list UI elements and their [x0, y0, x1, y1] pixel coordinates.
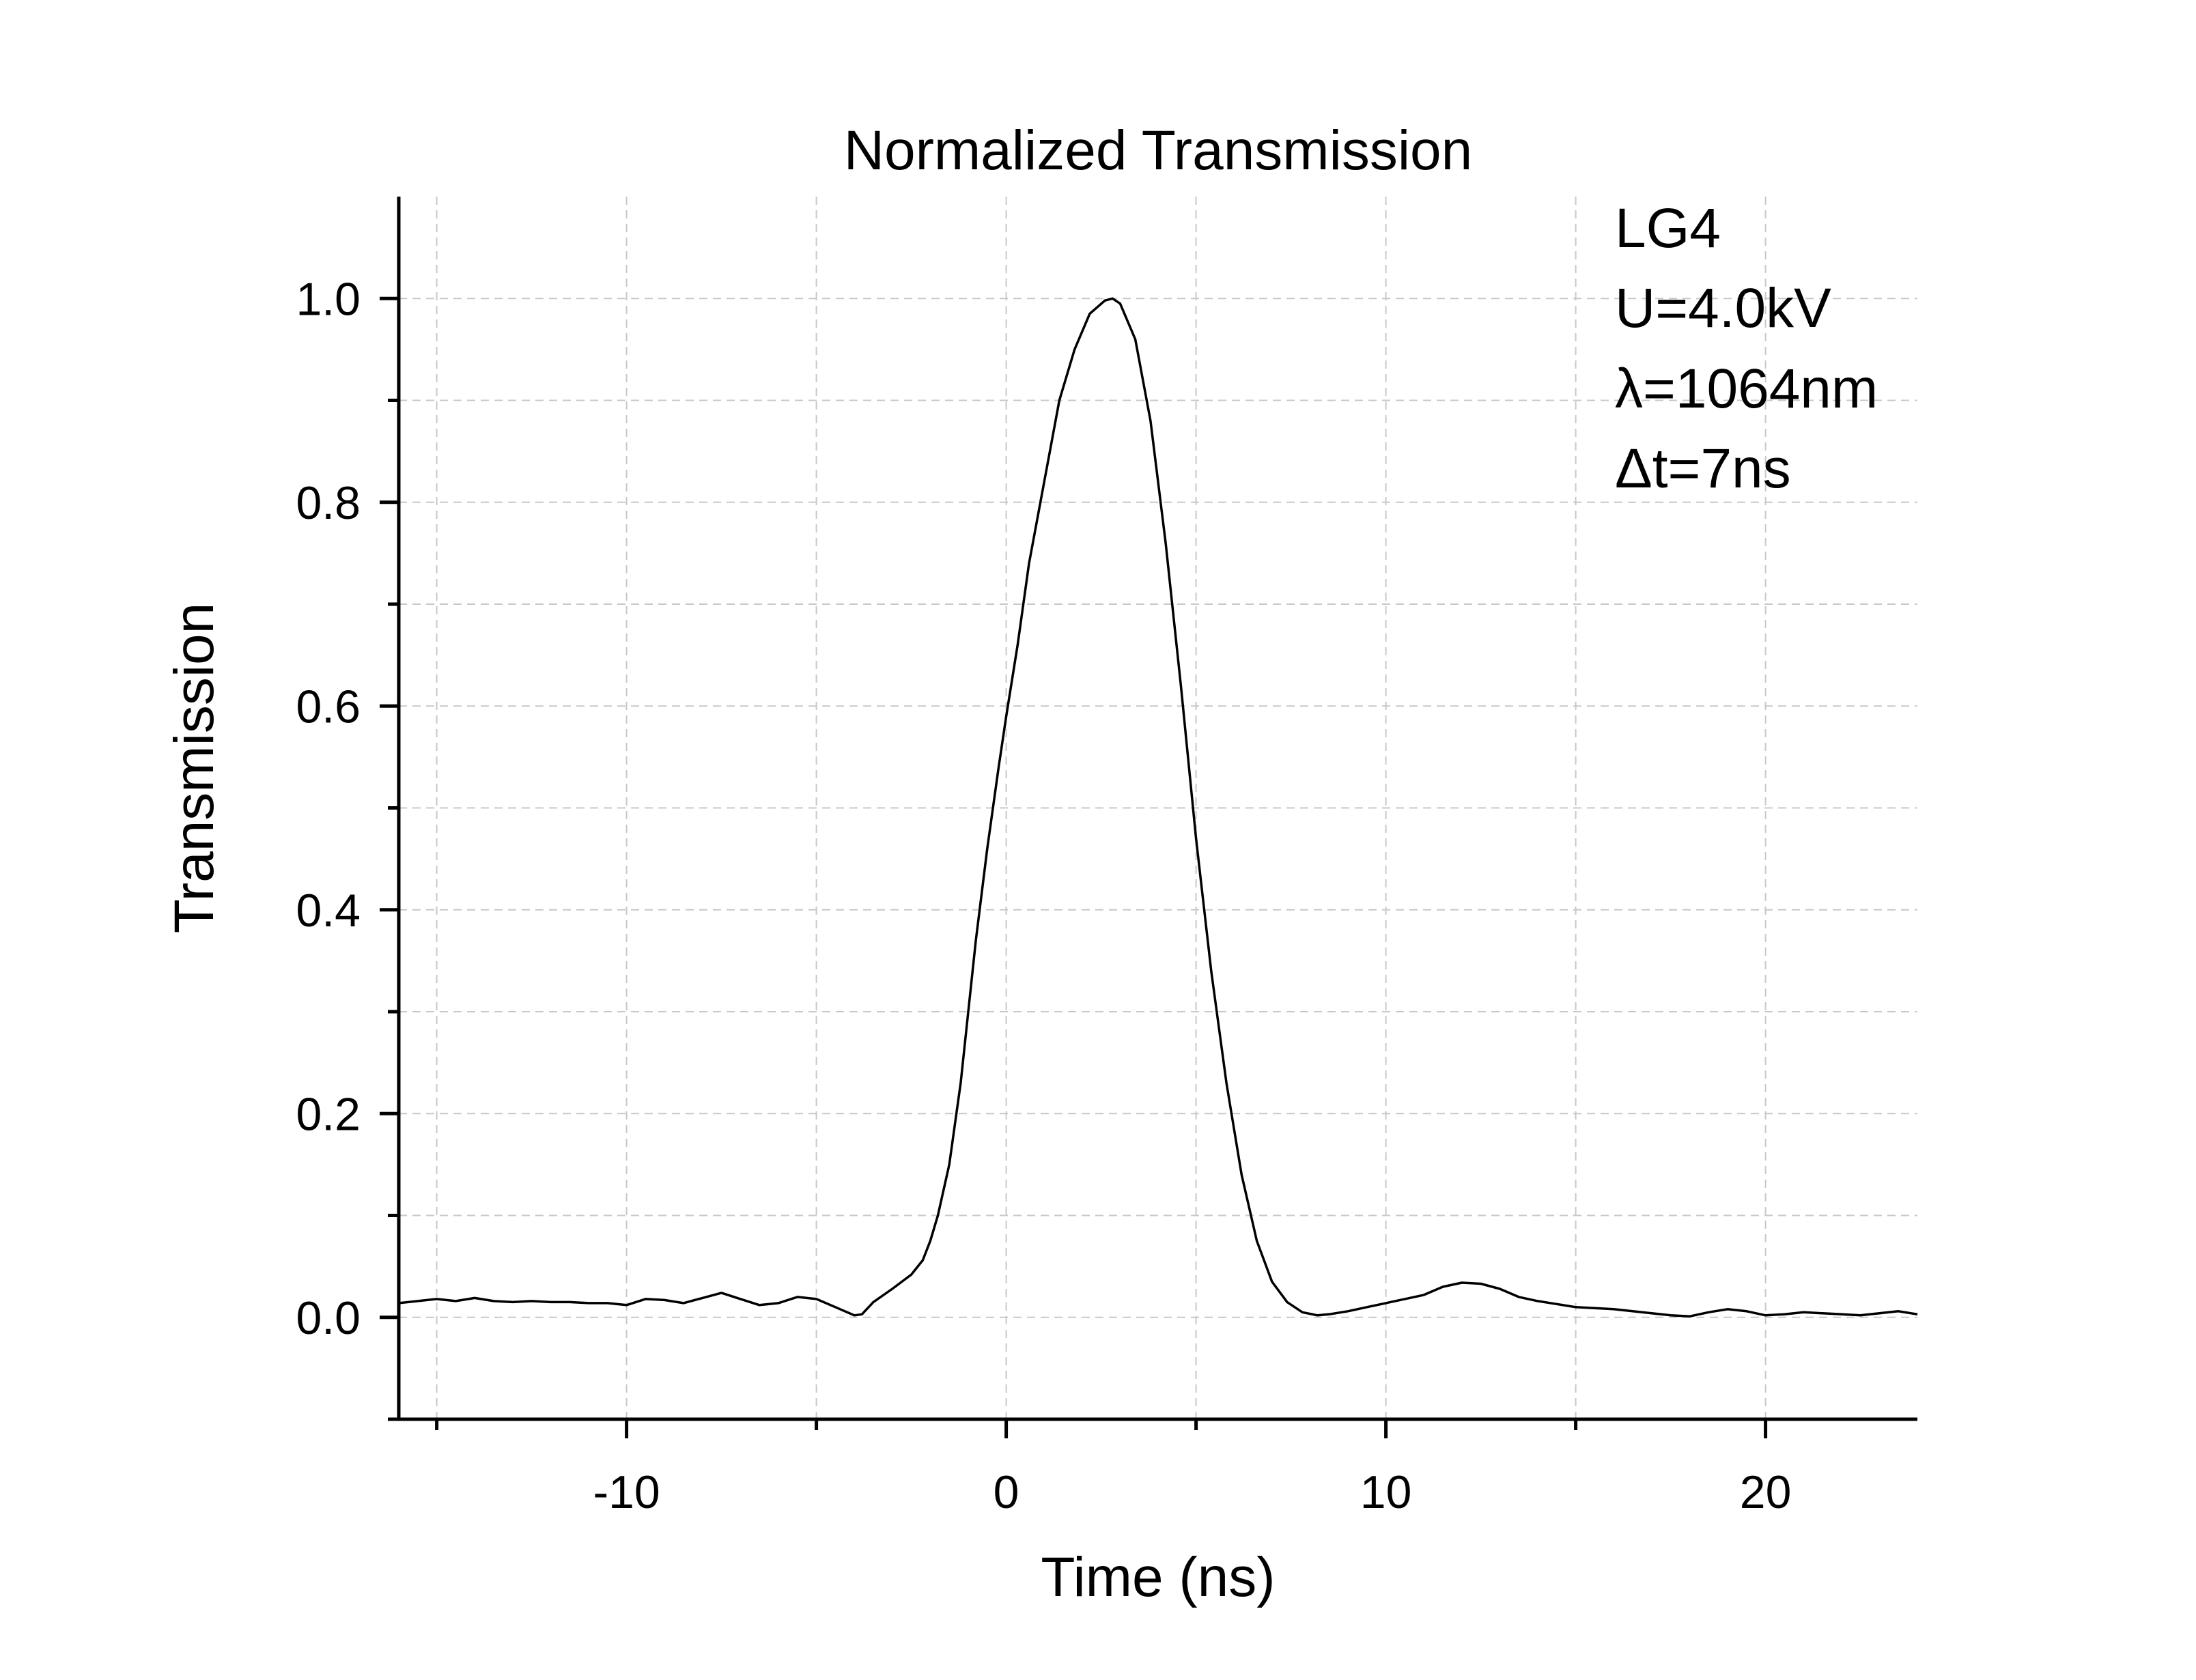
y-tick-label: 0.0	[296, 1292, 361, 1344]
y-axis-label: Transmission	[163, 603, 225, 934]
y-tick-label: 0.2	[296, 1088, 361, 1140]
x-tick-label: 10	[1360, 1466, 1412, 1518]
x-tick-label: -10	[593, 1466, 660, 1518]
annotation-sample: LG4	[1615, 197, 1721, 259]
series-layer	[398, 297, 1918, 1318]
annotation-wavelength: λ=1064nm	[1615, 358, 1878, 420]
y-tick-label: 1.0	[296, 273, 361, 325]
x-tick-label: 20	[1740, 1466, 1792, 1518]
annotation-voltage: U=4.0kV	[1615, 277, 1831, 339]
x-tick-label: 0	[994, 1466, 1019, 1518]
y-tick-label: 0.8	[296, 477, 361, 529]
chart-title: Normalized Transmission	[844, 119, 1473, 182]
series-line	[398, 297, 1918, 1318]
x-axis-label: Time (ns)	[1041, 1546, 1275, 1608]
y-tick-label: 0.6	[296, 681, 361, 732]
axes-layer: -10 0 10 20 0.0 0.2 0.4 0.6 0.8 1.0	[296, 197, 1917, 1518]
annotation-pulse-width: Δt=7ns	[1615, 438, 1791, 500]
grid-layer	[399, 197, 1917, 1419]
annotation-box: LG4 U=4.0kV λ=1064nm Δt=7ns	[1615, 197, 1878, 500]
y-tick-label: 0.4	[296, 885, 361, 937]
